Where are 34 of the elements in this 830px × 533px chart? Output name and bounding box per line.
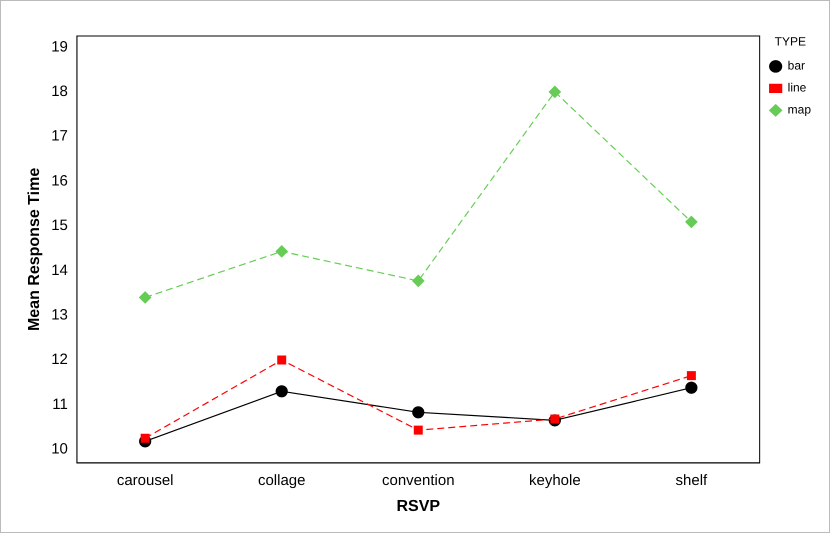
y-tick-label: 10	[51, 440, 68, 458]
point	[276, 245, 288, 258]
point	[139, 291, 152, 304]
point	[412, 274, 424, 288]
y-tick-label: 11	[52, 396, 68, 413]
y-tick-label: 18	[51, 83, 68, 100]
point	[550, 414, 560, 424]
point	[548, 86, 561, 98]
legend-label: bar	[788, 58, 806, 73]
legend-label: map	[788, 102, 812, 117]
y-tick-label: 17	[51, 128, 68, 145]
point	[276, 385, 288, 398]
x-tick-label: shelf	[676, 472, 708, 489]
legend-title: TYPE	[774, 34, 806, 48]
x-tick-label: collage	[258, 472, 306, 489]
y-tick-label: 13	[51, 306, 68, 324]
point	[412, 406, 424, 418]
y-tick-label: 15	[51, 217, 68, 234]
point	[686, 371, 696, 380]
point	[414, 426, 423, 435]
x-axis-title: RSVP	[396, 498, 440, 515]
point	[140, 434, 150, 443]
legend-label: line	[788, 80, 807, 95]
x-tick-label: convention	[382, 472, 455, 489]
point	[685, 382, 698, 394]
y-axis-title: Mean Response Time	[26, 168, 44, 332]
y-tick-label: 14	[51, 262, 68, 279]
point	[277, 356, 286, 364]
x-tick-label: carousel	[116, 472, 174, 489]
y-tick-label: 19	[51, 38, 68, 56]
point	[685, 216, 698, 228]
y-tick-label: 12	[51, 351, 68, 368]
y-tick-label: 16	[51, 172, 68, 190]
x-tick-label: keyhole	[528, 472, 581, 489]
